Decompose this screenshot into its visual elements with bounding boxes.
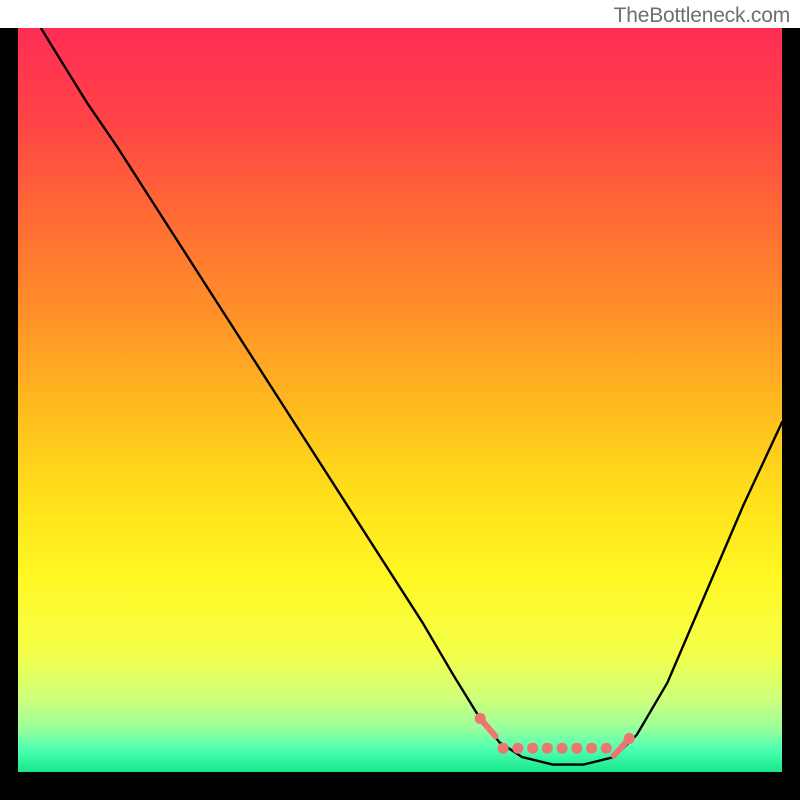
- gradient-background: [18, 28, 782, 772]
- chart-border: [0, 772, 800, 800]
- accent-trough-dot: [601, 743, 612, 754]
- accent-trough-dot: [557, 743, 568, 754]
- chart-svg: [0, 28, 800, 800]
- accent-trough-dot: [512, 743, 523, 754]
- accent-trough-dot: [527, 743, 538, 754]
- watermark-text: TheBottleneck.com: [614, 4, 790, 28]
- accent-right-dot: [624, 733, 635, 744]
- accent-trough-dot: [586, 743, 597, 754]
- accent-trough-dot: [498, 743, 509, 754]
- accent-trough-dot: [571, 743, 582, 754]
- chart-border: [0, 28, 18, 800]
- chart-border: [782, 28, 800, 800]
- accent-left-dot: [475, 713, 486, 724]
- accent-trough-dot: [542, 743, 553, 754]
- bottleneck-curve-chart: [0, 28, 800, 800]
